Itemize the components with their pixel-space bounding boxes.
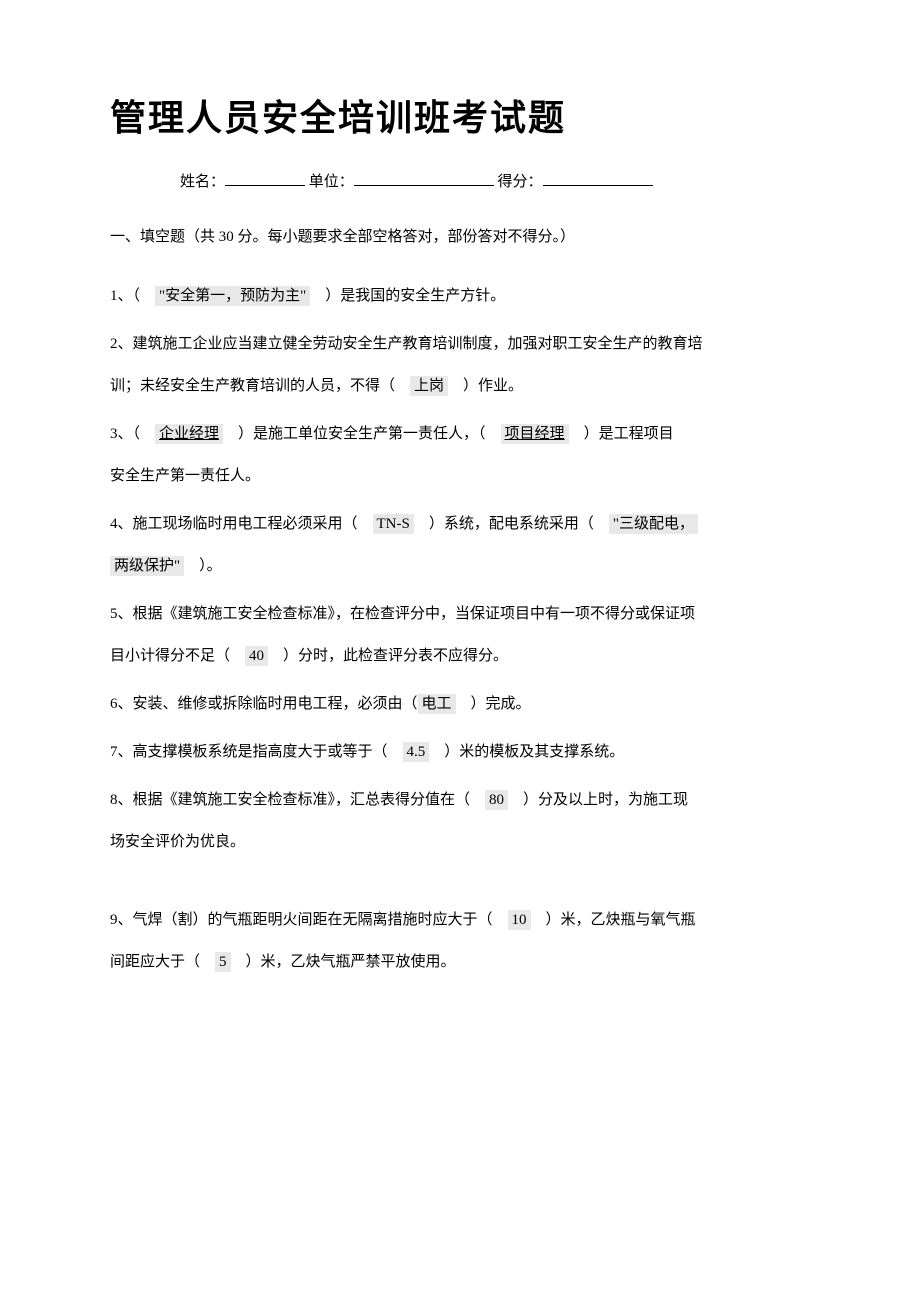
q7-answer: 4.5 — [403, 742, 430, 762]
q3-text-1: 3、（ — [110, 426, 155, 442]
question-7: 7、高支撑模板系统是指高度大于或等于（ 4.5 ）米的模板及其支撑系统。 — [110, 731, 810, 773]
q3-text-2: ）是施工单位安全生产第一责任人，（ — [223, 426, 501, 442]
q7-text-1: 7、高支撑模板系统是指高度大于或等于（ — [110, 744, 403, 760]
q9-text-4: ）米，乙炔气瓶严禁平放使用。 — [231, 954, 456, 970]
q8-text-3: 场安全评价为优良。 — [110, 834, 245, 850]
q9-text-2: ）米，乙炔瓶与氧气瓶 — [531, 912, 696, 928]
q5-answer: 40 — [245, 646, 268, 666]
q9-text-1: 9、气焊（割）的气瓶距明火间距在无隔离措施时应大于（ — [110, 912, 508, 928]
q5-text-3: ）分时，此检查评分表不应得分。 — [268, 648, 508, 664]
q4-answer-1: TN-S — [373, 514, 414, 534]
q4-text-1: 4、施工现场临时用电工程必须采用（ — [110, 516, 373, 532]
q2-text-1: 2、建筑施工企业应当建立健全劳动安全生产教育培训制度，加强对职工安全生产的教育培 — [110, 336, 703, 352]
q3-text-3: ）是工程项目 — [569, 426, 674, 442]
score-label: 得分： — [498, 174, 543, 190]
section-1-heading: 一、填空题（共 30 分。每小题要求全部空格答对，部份答对不得分。） — [110, 230, 810, 245]
q3-answer-2: 项目经理 — [501, 424, 569, 444]
question-5: 5、根据《建筑施工安全检查标准》，在检查评分中，当保证项目中有一项不得分或保证项… — [110, 593, 810, 677]
page-title: 管理人员安全培训班考试题 — [110, 100, 810, 136]
question-6: 6、安装、维修或拆除临时用电工程，必须由（电工 ）完成。 — [110, 683, 810, 725]
q2-text-2: 训；未经安全生产教育培训的人员，不得（ — [110, 378, 410, 394]
q8-answer: 80 — [485, 790, 508, 810]
question-3: 3、（ 企业经理 ）是施工单位安全生产第一责任人，（ 项目经理 ）是工程项目 安… — [110, 413, 810, 497]
header-fields: 姓名： 单位： 得分： — [180, 172, 810, 190]
q4-text-2: ）系统，配电系统采用（ — [414, 516, 609, 532]
question-1: 1、（ "安全第一，预防为主" ）是我国的安全生产方针。 — [110, 275, 810, 317]
question-9: 9、气焊（割）的气瓶距明火间距在无隔离措施时应大于（ 10 ）米，乙炔瓶与氧气瓶… — [110, 899, 810, 983]
q3-text-4: 安全生产第一责任人。 — [110, 468, 260, 484]
q2-text-3: ）作业。 — [448, 378, 523, 394]
q6-text-1: 6、安装、维修或拆除临时用电工程，必须由（ — [110, 696, 418, 712]
unit-label: 单位： — [309, 174, 354, 190]
q9-answer-1: 10 — [508, 910, 531, 930]
question-2: 2、建筑施工企业应当建立健全劳动安全生产教育培训制度，加强对职工安全生产的教育培… — [110, 323, 810, 407]
q8-text-2: ）分及以上时，为施工现 — [508, 792, 688, 808]
q4-text-3: ）。 — [184, 558, 222, 574]
q5-text-1: 5、根据《建筑施工安全检查标准》，在检查评分中，当保证项目中有一项不得分或保证项 — [110, 606, 695, 622]
q1-text-1: 1、（ — [110, 288, 155, 304]
q2-answer: 上岗 — [410, 376, 448, 396]
q5-text-2: 目小计得分不足（ — [110, 648, 245, 664]
unit-blank[interactable] — [354, 172, 494, 186]
q7-text-2: ）米的模板及其支撑系统。 — [429, 744, 624, 760]
q6-answer: 电工 — [418, 694, 456, 714]
q8-text-1: 8、根据《建筑施工安全检查标准》，汇总表得分值在（ — [110, 792, 485, 808]
question-4: 4、施工现场临时用电工程必须采用（ TN-S ）系统，配电系统采用（ "三级配电… — [110, 503, 810, 587]
q1-text-2: ）是我国的安全生产方针。 — [310, 288, 505, 304]
q6-text-2: ）完成。 — [456, 696, 531, 712]
q4-answer-2a: "三级配电， — [609, 514, 698, 534]
q9-answer-2: 5 — [215, 952, 231, 972]
q3-answer-1: 企业经理 — [155, 424, 223, 444]
name-label: 姓名： — [180, 174, 225, 190]
q4-answer-2b: 两级保护" — [110, 556, 184, 576]
q1-answer: "安全第一，预防为主" — [155, 286, 310, 306]
question-8: 8、根据《建筑施工安全检查标准》，汇总表得分值在（ 80 ）分及以上时，为施工现… — [110, 779, 810, 863]
name-blank[interactable] — [225, 172, 305, 186]
q9-text-3: 间距应大于（ — [110, 954, 215, 970]
score-blank[interactable] — [543, 172, 653, 186]
